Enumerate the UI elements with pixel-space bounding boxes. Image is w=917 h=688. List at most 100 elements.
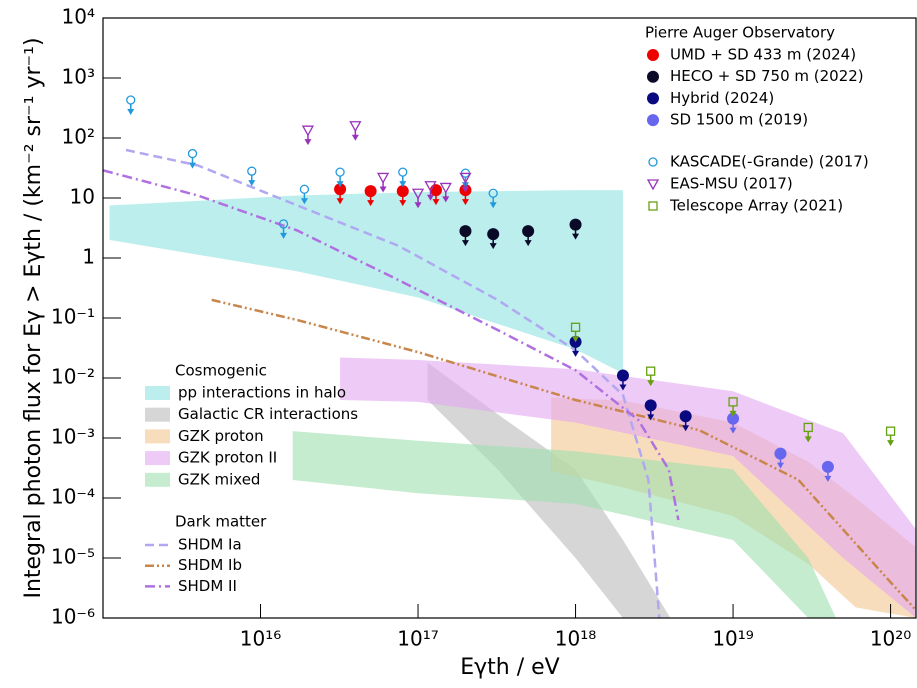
y-tick-label: 10⁻² <box>51 365 95 389</box>
y-tick-label: 1 <box>82 245 95 269</box>
data-point <box>247 166 257 187</box>
line <box>211 298 916 612</box>
data-point <box>334 183 347 205</box>
legend-label: Telescope Array (2021) <box>669 197 843 215</box>
data-point <box>301 125 315 146</box>
data-point <box>396 185 409 207</box>
limit-arrow-head <box>248 180 256 187</box>
marker <box>570 322 581 332</box>
limit-arrow-head <box>729 410 737 417</box>
legend-label: pp interactions in halo <box>178 384 346 402</box>
legend-swatch <box>145 451 170 466</box>
data-point <box>774 447 787 469</box>
legend-label: GZK proton <box>178 427 264 445</box>
marker <box>616 369 629 382</box>
limit-arrow-head <box>442 196 450 203</box>
legend-label: SHDM Ib <box>178 556 242 574</box>
legend-marker <box>648 201 658 211</box>
limit-arrow-head <box>461 199 469 206</box>
legend-swatch <box>145 429 170 444</box>
limit-arrow-head <box>489 202 497 209</box>
data-point <box>459 225 472 247</box>
marker <box>278 219 289 229</box>
limit-arrow-head <box>647 380 655 387</box>
marker <box>646 179 660 191</box>
legend-label: KASCADE(-Grande) (2017) <box>670 153 869 171</box>
y-tick-label: 10⁴ <box>62 5 95 29</box>
limit-arrow-head <box>351 134 359 141</box>
marker <box>396 185 409 198</box>
marker <box>647 114 659 127</box>
marker <box>301 125 315 137</box>
limit-arrow-head <box>887 440 895 447</box>
data-point <box>646 366 656 387</box>
legend-swatch <box>145 386 170 400</box>
legend-title: Cosmogenic <box>175 362 267 380</box>
legend-label: SHDM Ia <box>178 536 242 554</box>
data-point <box>570 322 581 343</box>
marker <box>459 172 472 184</box>
lines-layer <box>103 148 916 618</box>
data-point <box>376 172 390 193</box>
marker <box>398 167 408 177</box>
limit-arrow-head <box>489 243 497 250</box>
points-layer <box>126 95 896 482</box>
limit-arrow-head <box>336 198 344 205</box>
y-tick-label: 10⁻⁴ <box>51 485 95 509</box>
legend-label: EAS-MSU (2017) <box>670 175 793 193</box>
data-point <box>679 410 692 432</box>
limit-arrow-head <box>682 425 690 432</box>
y-tick-label: 10⁻¹ <box>51 305 95 329</box>
marker <box>439 182 452 194</box>
limit-arrow-head <box>300 198 308 205</box>
marker <box>647 70 659 83</box>
x-tick-label: 10¹⁷ <box>397 627 438 651</box>
limit-arrow-head <box>461 186 469 193</box>
marker <box>299 184 310 194</box>
marker <box>885 426 896 436</box>
marker <box>803 422 813 433</box>
limit-arrow-head <box>572 233 580 240</box>
limit-arrow-head <box>461 240 469 247</box>
limit-arrow-head <box>280 232 288 239</box>
data-point <box>278 219 289 239</box>
legend-label: SD 1500 m (2019) <box>670 111 808 129</box>
marker <box>648 157 658 167</box>
limit-arrow-head <box>304 139 312 146</box>
y-tick-label: 10⁻⁶ <box>51 605 95 629</box>
y-tick-label: 10 <box>70 185 95 209</box>
legend-label: GZK mixed <box>178 470 260 488</box>
marker <box>487 228 500 241</box>
plot-area <box>103 95 916 618</box>
data-point <box>728 397 738 417</box>
marker <box>247 166 257 176</box>
data-point <box>488 188 498 209</box>
limit-arrow-head <box>572 336 580 343</box>
limit-arrow-head <box>804 436 812 443</box>
data-point <box>616 369 629 391</box>
x-tick-label: 10²⁰ <box>870 627 911 651</box>
marker <box>648 201 658 211</box>
limit-arrow-head <box>824 475 832 482</box>
marker <box>364 185 377 198</box>
legend-title: Dark matter <box>175 513 267 531</box>
limit-arrow-head <box>427 194 435 201</box>
limit-arrow-head <box>647 414 655 421</box>
marker <box>569 218 582 231</box>
data-point <box>885 426 896 447</box>
limit-arrow-head <box>729 427 737 434</box>
data-point <box>126 95 136 115</box>
y-axis-title: Integral photon flux for Eγ > Eγth / (km… <box>21 37 46 598</box>
data-point <box>522 225 535 247</box>
data-point <box>364 185 377 207</box>
data-point <box>349 121 362 141</box>
limit-arrow-head <box>336 181 344 188</box>
band <box>109 190 623 374</box>
y-tick-label: 10⁻³ <box>51 425 95 449</box>
marker <box>335 167 345 177</box>
data-point <box>335 167 345 188</box>
limit-arrow-head <box>432 199 440 206</box>
legend-swatch <box>145 407 170 422</box>
marker <box>679 410 692 423</box>
